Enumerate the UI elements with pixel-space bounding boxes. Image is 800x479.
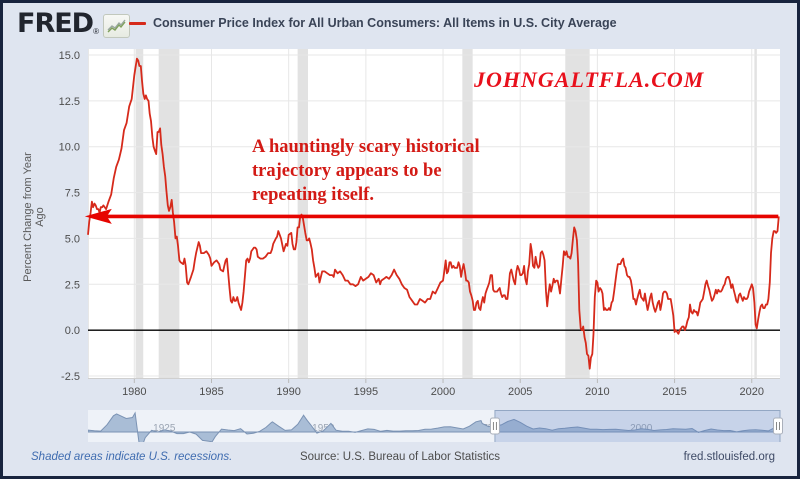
svg-text:1990: 1990 [276,386,300,398]
annotation-note-line-3: repeating itself. [252,185,374,205]
svg-text:2010: 2010 [585,386,609,398]
navigator[interactable]: 1925195019752000 [88,410,783,447]
footer: Shaded areas indicate U.S. recessions. S… [3,448,797,470]
annotation-note-line-1: A hauntingly scary historical [252,137,480,157]
source-text: Source: U.S. Bureau of Labor Statistics [299,451,501,463]
svg-text:-2.5: -2.5 [61,371,80,383]
plot-background [88,49,780,379]
recession-bands [135,49,757,379]
svg-text:15.0: 15.0 [59,50,80,62]
series-legend-label: Consumer Price Index for All Urban Consu… [153,16,617,30]
svg-text:10.0: 10.0 [59,142,80,154]
svg-text:1925: 1925 [153,423,176,434]
svg-text:2015: 2015 [662,386,686,398]
main-chart-svg: 15.0 12.5 10.0 7.5 5.0 2.5 0.0 -2.5 1980 1985 1990… [59,49,783,447]
annotation-note-line-2: trajectory appears to be [252,161,442,181]
svg-text:2000: 2000 [431,386,455,398]
annotation-note: A hauntingly scary historical trajectory… [252,135,480,207]
svg-text:5.0: 5.0 [65,233,80,245]
recession-note: Shaded areas indicate U.S. recessions. [31,451,233,463]
svg-text:0.0: 0.0 [65,325,80,337]
sparkline-chart-icon [103,14,130,38]
series-legend-marker [129,21,146,25]
svg-text:1995: 1995 [354,386,378,398]
navigator-area [88,411,780,442]
navigator-selection-mask [494,410,780,442]
gridlines [88,49,780,383]
navigator-left-handle[interactable] [489,417,500,435]
header: FRED ® Consumer Price Index for All Urba… [3,3,797,45]
fred-logo-text: FRED [17,8,94,39]
fred-logo: FRED ® [17,9,130,39]
annotation-arrowhead [84,208,112,224]
svg-text:1985: 1985 [199,386,223,398]
svg-text:1980: 1980 [122,386,146,398]
registered-mark: ® [93,27,99,36]
series-legend: Consumer Price Index for All Urban Consu… [129,16,617,30]
plot-area[interactable] [88,49,780,379]
fred-site-link[interactable]: fred.stlouisfed.org [683,451,775,463]
watermark-text: JOHNGALTFLA.COM [474,67,705,92]
svg-text:2020: 2020 [740,386,764,398]
cpi-series-line [87,57,780,370]
svg-text:12.5: 12.5 [59,96,80,108]
svg-text:2005: 2005 [508,386,532,398]
axis-tick-labels: 15.0 12.5 10.0 7.5 5.0 2.5 0.0 -2.5 1980 1985 1990… [59,50,764,398]
svg-text:1950: 1950 [312,423,335,434]
svg-text:2.5: 2.5 [65,279,80,291]
navigator-right-handle[interactable] [773,417,783,435]
svg-text:7.5: 7.5 [65,188,80,200]
